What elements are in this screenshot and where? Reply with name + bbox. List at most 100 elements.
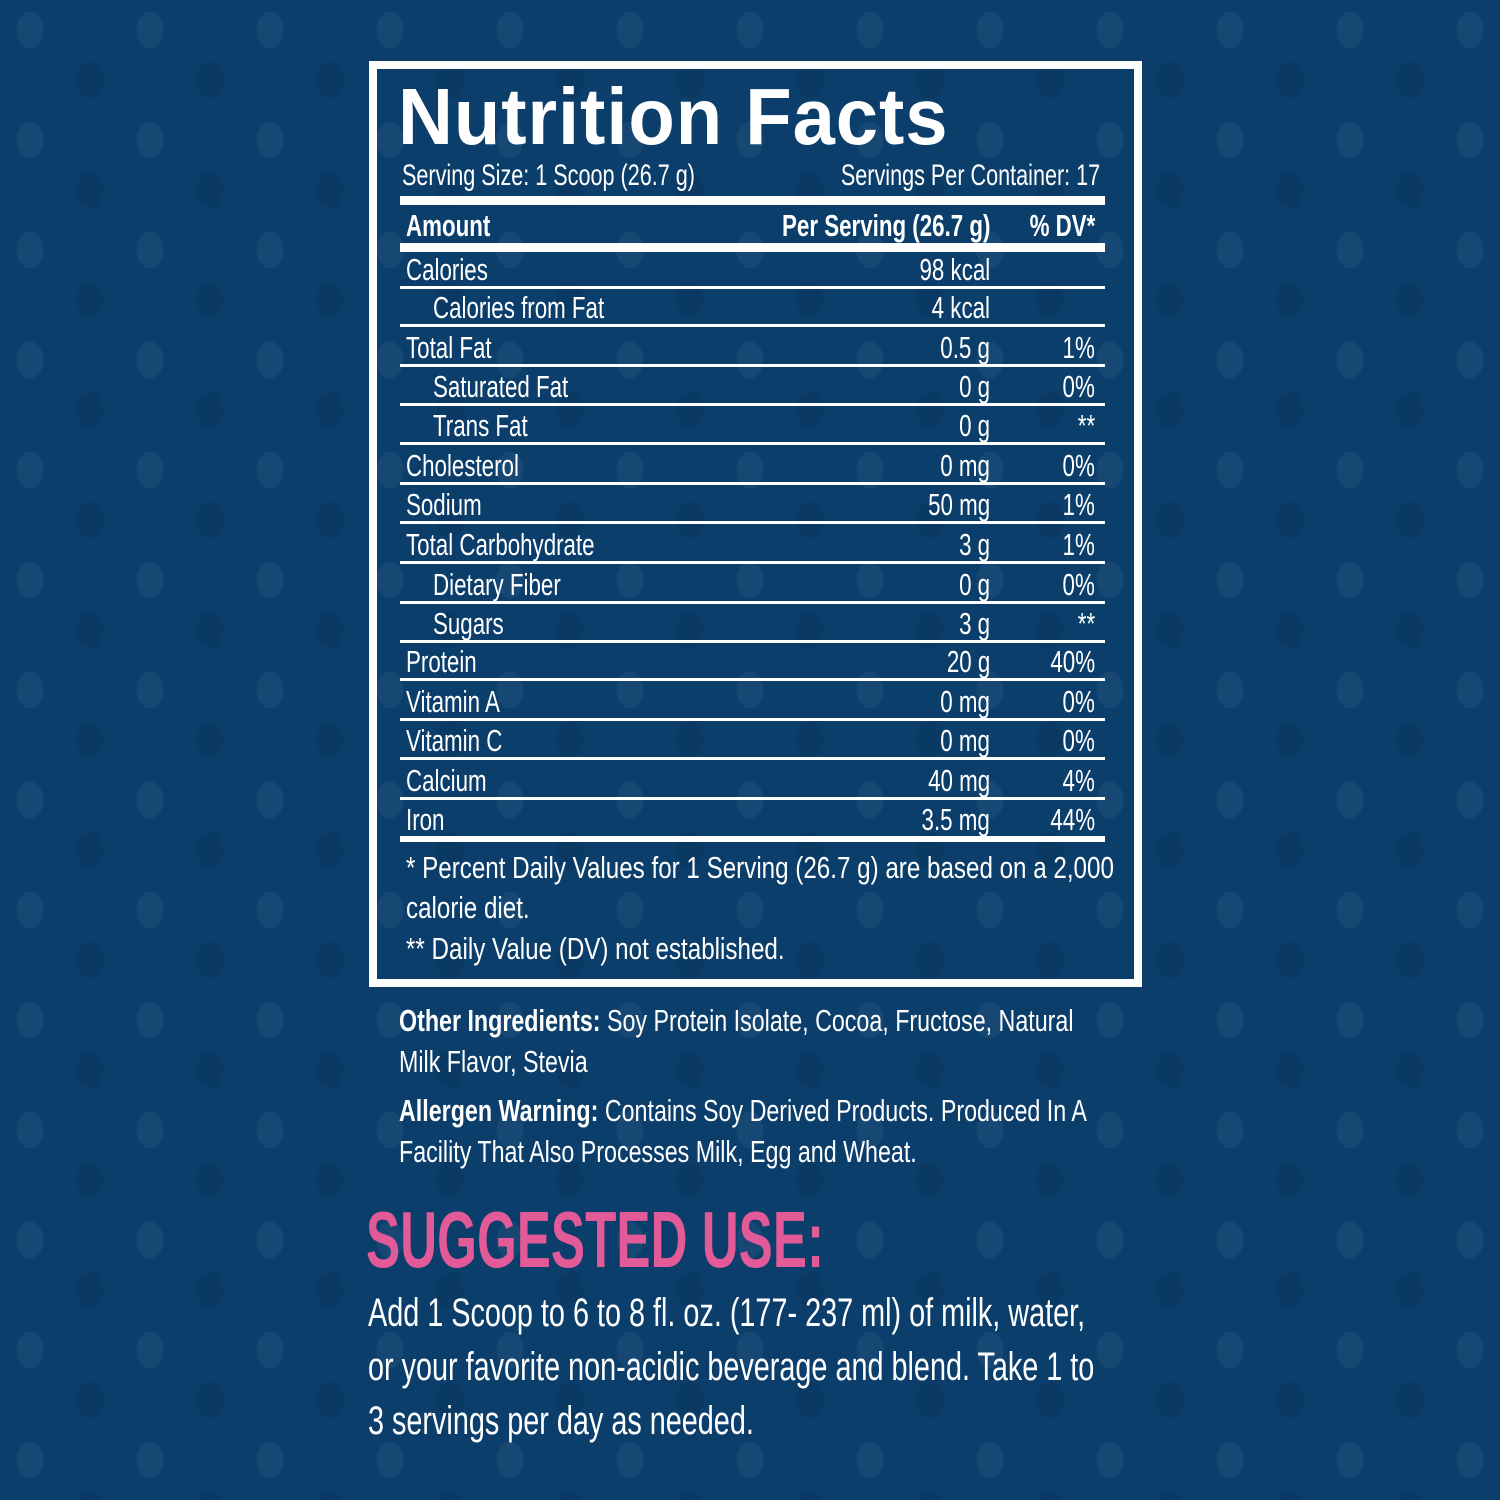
- row-divider: [400, 757, 1105, 760]
- nutrient-dv: 1%: [1062, 527, 1095, 562]
- nutrient-row: Calories 98 kcal: [400, 251, 1105, 289]
- suggested-use-line-1: Add 1 Scoop to 6 to 8 fl. oz. (177- 237 …: [368, 1286, 1364, 1340]
- nutrient-row: Vitamin C 0 mg 0%: [400, 722, 1105, 760]
- footnote-3-text: ** Daily Value (DV) not established.: [406, 931, 785, 966]
- nutrient-row: Sodium 50 mg 1%: [400, 486, 1105, 524]
- nutrient-name: Saturated Fat: [433, 369, 569, 404]
- ingredients-text: Soy Protein Isolate, Cocoa, Fructose, Na…: [606, 1003, 1074, 1038]
- row-divider: [400, 521, 1105, 524]
- suggested-use-line-3: 3 servings per day as needed.: [368, 1394, 904, 1448]
- row-divider: [400, 561, 1105, 564]
- allergen-text: Contains Soy Derived Products. Produced …: [604, 1093, 1087, 1128]
- nutrition-facts-title: Nutrition Facts: [398, 72, 977, 162]
- nutrient-row: Sugars 3 g **: [400, 605, 1105, 643]
- allergen-warning: Allergen Warning: Contains Soy Derived P…: [399, 1090, 1399, 1131]
- row-divider: [400, 364, 1105, 367]
- nutrient-name: Iron: [406, 802, 445, 837]
- nutrient-dv: 40%: [1050, 644, 1095, 679]
- nutrient-amount: 40 mg: [927, 763, 990, 798]
- footnote-3: ** Daily Value (DV) not established.: [406, 929, 891, 969]
- nutrient-dv: 4%: [1062, 763, 1095, 798]
- footnote-1-text: * Percent Daily Values for 1 Serving (26…: [406, 850, 1114, 885]
- nutrient-amount: 0 g: [958, 369, 990, 404]
- row-divider: [400, 601, 1105, 604]
- nutrient-dv: 0%: [1062, 369, 1095, 404]
- thick-divider: [400, 196, 1105, 205]
- nutrient-name: Protein: [406, 644, 477, 679]
- nutrient-amount: 98 kcal: [919, 252, 990, 287]
- nutrient-row: Calories from Fat 4 kcal: [400, 289, 1105, 327]
- nutrient-name: Calories: [406, 252, 488, 287]
- nutrient-amount: 0.5 g: [940, 330, 990, 365]
- nutrient-row: Vitamin A 0 mg 0%: [400, 683, 1105, 721]
- nutrient-dv: 0%: [1062, 684, 1095, 719]
- nutrient-dv: 0%: [1062, 448, 1095, 483]
- nutrient-amount: 3.5 mg: [921, 802, 990, 837]
- nutrient-row: Saturated Fat 0 g 0%: [400, 368, 1105, 406]
- nutrient-row: Calcium 40 mg 4%: [400, 762, 1105, 800]
- allergen-label: Allergen Warning:: [399, 1093, 599, 1128]
- thick-divider: [400, 243, 1105, 252]
- allergen-text-2: Facility That Also Processes Milk, Egg a…: [399, 1134, 917, 1169]
- nutrient-dv: 44%: [1050, 802, 1095, 837]
- footnote-1: * Percent Daily Values for 1 Serving (26…: [406, 848, 1314, 888]
- serving-size: Serving Size: 1 Scoop (26.7 g): [402, 158, 809, 194]
- nutrient-name: Trans Fat: [433, 408, 528, 443]
- nutrient-row: Total Fat 0.5 g 1%: [400, 329, 1105, 367]
- row-divider: [400, 797, 1105, 800]
- nutrient-amount: 4 kcal: [931, 290, 990, 325]
- nutrient-name: Vitamin C: [406, 723, 503, 758]
- suggested-use-text-3: 3 servings per day as needed.: [368, 1399, 754, 1443]
- other-ingredients: Other Ingredients: Soy Protein Isolate, …: [399, 1000, 1399, 1041]
- servings-per-container-text: Servings Per Container: 17: [840, 159, 1100, 192]
- row-divider: [400, 836, 1105, 842]
- row-divider: [400, 324, 1105, 327]
- row-divider: [400, 678, 1105, 681]
- nutrient-row: Trans Fat 0 g **: [400, 407, 1105, 445]
- row-divider: [400, 442, 1105, 445]
- nutrient-amount: 3 g: [958, 527, 990, 562]
- nutrient-amount: 20 g: [946, 644, 990, 679]
- nutrient-row: Protein 20 g 40%: [400, 643, 1105, 681]
- nutrient-dv: 0%: [1062, 567, 1095, 602]
- nutrient-name: Total Carbohydrate: [406, 527, 595, 562]
- row-divider: [400, 718, 1105, 721]
- nutrient-row: Dietary Fiber 0 g 0%: [400, 566, 1105, 604]
- nutrient-amount: 0 mg: [940, 448, 990, 483]
- serving-size-text: Serving Size: 1 Scoop (26.7 g): [402, 159, 695, 192]
- allergen-warning-line2: Facility That Also Processes Milk, Egg a…: [399, 1131, 1399, 1172]
- nutrient-name: Vitamin A: [406, 684, 500, 719]
- nutrient-name: Total Fat: [406, 330, 492, 365]
- nutrition-facts-panel: [369, 61, 1142, 987]
- header-per-serving: Per Serving (26.7 g): [781, 208, 990, 243]
- header-amount: Amount: [406, 208, 491, 243]
- header-dv: % DV*: [1029, 208, 1095, 243]
- suggested-use-line-2: or your favorite non-acidic beverage and…: [368, 1340, 1377, 1394]
- row-divider: [400, 403, 1105, 406]
- nutrient-row: Cholesterol 0 mg 0%: [400, 447, 1105, 485]
- footnote-2: calorie diet.: [406, 888, 565, 928]
- nutrient-row: Total Carbohydrate 3 g 1%: [400, 526, 1105, 564]
- suggested-use-heading-text: SUGGESTED USE:: [366, 1195, 825, 1284]
- nutrient-name: Dietary Fiber: [433, 567, 561, 602]
- nutrient-dv: 1%: [1062, 330, 1095, 365]
- nutrient-amount: 0 mg: [940, 684, 990, 719]
- nutrient-name: Sodium: [406, 487, 482, 522]
- nutrient-dv: **: [1077, 606, 1095, 641]
- row-divider: [400, 640, 1105, 643]
- footnote-2-text: calorie diet.: [406, 890, 530, 925]
- suggested-use-text-2: or your favorite non-acidic beverage and…: [368, 1345, 1095, 1389]
- table-header: Amount Per Serving (26.7 g) % DV*: [400, 207, 1105, 245]
- title-text: Nutrition Facts: [398, 72, 949, 161]
- nutrient-dv: 1%: [1062, 487, 1095, 522]
- suggested-use-text-1: Add 1 Scoop to 6 to 8 fl. oz. (177- 237 …: [368, 1291, 1086, 1335]
- nutrient-amount: 50 mg: [927, 487, 990, 522]
- nutrient-dv: 0%: [1062, 723, 1095, 758]
- nutrient-amount: 0 g: [958, 567, 990, 602]
- nutrient-amount: 0 g: [958, 408, 990, 443]
- other-ingredients-line2: Milk Flavor, Stevia: [399, 1041, 1399, 1082]
- ingredients-label: Other Ingredients:: [399, 1003, 601, 1038]
- nutrient-dv: **: [1077, 408, 1095, 443]
- nutrient-row: Iron 3.5 mg 44%: [400, 801, 1105, 839]
- ingredients-text-2: Milk Flavor, Stevia: [399, 1044, 588, 1079]
